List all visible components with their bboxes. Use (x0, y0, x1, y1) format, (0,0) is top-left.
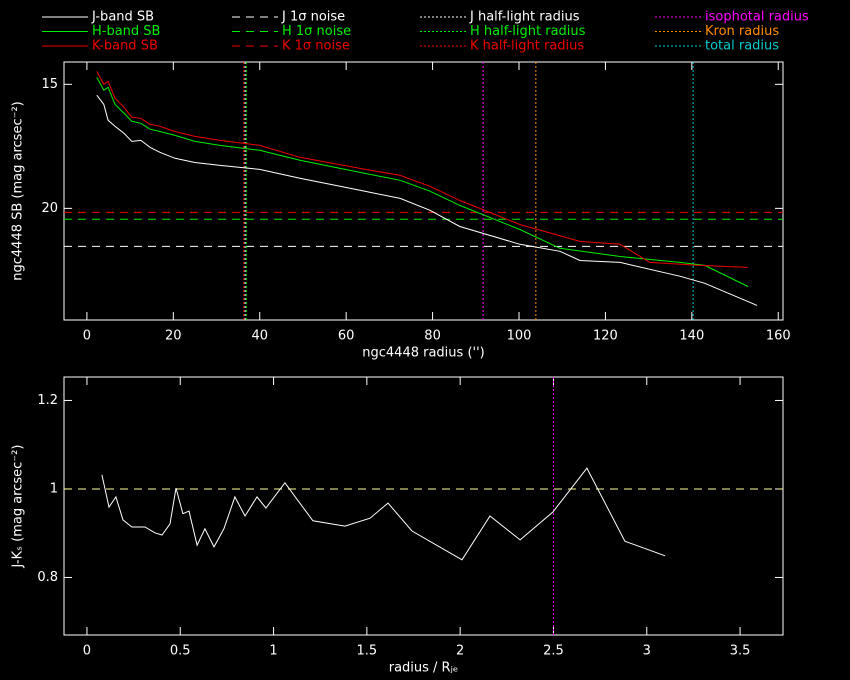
x-tick-label: 2.5 (543, 644, 564, 659)
legend-label: J 1σ noise (281, 10, 345, 25)
legend-label: J-band SB (91, 10, 154, 25)
plot-frame (63, 61, 784, 321)
x-axis-label: radius / Rⱼₑ (389, 661, 459, 676)
y-axis-label: ngc4448 SB (mag arcsec⁻²) (11, 101, 26, 280)
x-tick-label: 2 (456, 644, 464, 659)
x-tick-label: 60 (338, 329, 355, 344)
y-tick-label: 1.2 (37, 393, 58, 408)
x-tick-label: 0 (83, 329, 91, 344)
legend-label: isophotal radius (705, 10, 809, 25)
y-tick-label: 1 (50, 481, 58, 496)
legend-label: K half-light radius (470, 39, 584, 54)
data-line (96, 71, 749, 268)
x-tick-label: 160 (766, 329, 791, 344)
x-tick-label: 120 (593, 329, 618, 344)
legend-label: J half-light radius (469, 10, 580, 25)
legend-label: K-band SB (92, 39, 158, 54)
x-tick-label: 3.5 (730, 644, 751, 659)
y-tick-label: 0.8 (37, 570, 58, 585)
data-line (96, 77, 749, 287)
y-axis-label: J-Kₛ (mag arcsec⁻²) (11, 445, 26, 569)
data-line (96, 94, 758, 306)
legend-label: H 1σ noise (282, 24, 351, 39)
legend-label: H half-light radius (470, 24, 586, 39)
x-tick-label: 1 (269, 644, 277, 659)
legend-label: Kron radius (705, 24, 779, 39)
x-tick-label: 20 (165, 329, 182, 344)
x-tick-label: 3 (643, 644, 651, 659)
y-tick-label: 15 (41, 77, 58, 92)
x-axis-label: ngc4448 radius ('') (362, 346, 484, 361)
x-tick-label: 80 (424, 329, 441, 344)
x-tick-label: 40 (251, 329, 268, 344)
y-tick-label: 20 (41, 201, 58, 216)
plot-frame (63, 376, 784, 636)
x-tick-label: 0 (83, 644, 91, 659)
legend-label: K 1σ noise (282, 39, 350, 54)
x-tick-label: 100 (507, 329, 532, 344)
data-line (101, 467, 666, 561)
legend-label: H-band SB (92, 24, 160, 39)
x-tick-label: 140 (679, 329, 704, 344)
legend-label: total radius (705, 39, 779, 54)
x-tick-label: 1.5 (357, 644, 378, 659)
x-tick-label: 0.5 (170, 644, 191, 659)
